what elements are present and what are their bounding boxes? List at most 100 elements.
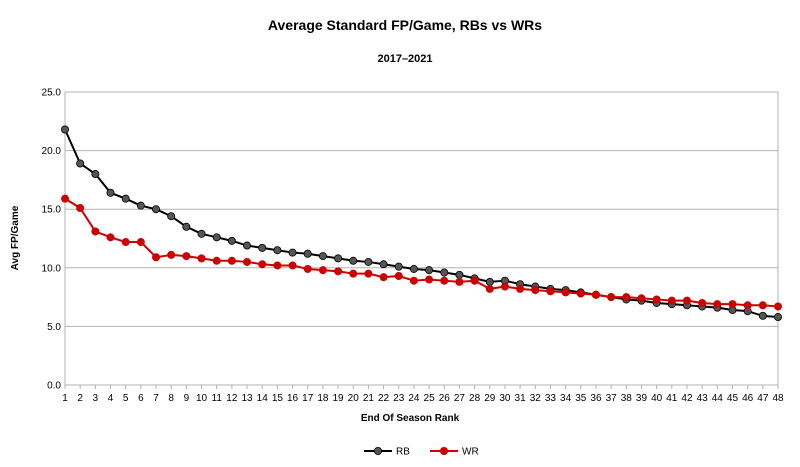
x-tick-label: 16 — [287, 393, 299, 404]
data-point-rb — [303, 249, 312, 258]
x-tick-label: 17 — [302, 393, 314, 404]
data-point-wr — [470, 276, 479, 285]
data-point-rb — [394, 262, 403, 271]
data-point-wr — [121, 238, 130, 247]
data-point-wr — [76, 204, 85, 213]
data-point-wr — [167, 250, 176, 259]
data-point-rb — [106, 188, 115, 197]
data-point-rb — [425, 266, 434, 275]
x-tick-label: 41 — [666, 393, 678, 404]
x-tick-label: 26 — [439, 393, 451, 404]
data-point-wr — [637, 294, 646, 303]
x-tick-label: 34 — [560, 393, 572, 404]
data-point-wr — [667, 296, 676, 305]
data-point-wr — [485, 284, 494, 293]
x-tick-label: 42 — [681, 393, 693, 404]
x-tick-label: 32 — [530, 393, 542, 404]
x-tick-label: 9 — [184, 393, 190, 404]
data-point-wr — [743, 301, 752, 310]
data-point-rb — [152, 205, 161, 214]
x-tick-label: 33 — [545, 393, 557, 404]
data-point-wr — [227, 256, 236, 265]
legend: RB WR — [364, 447, 479, 458]
x-tick-label: 19 — [333, 393, 345, 404]
x-tick-label: 2 — [77, 393, 83, 404]
x-tick-label: 44 — [712, 393, 724, 404]
x-tick-label: 10 — [196, 393, 208, 404]
legend-marker-rb — [373, 446, 382, 455]
x-tick-label: 46 — [742, 393, 754, 404]
data-point-wr — [136, 238, 145, 247]
data-point-wr — [531, 286, 540, 295]
x-tick-label: 22 — [378, 393, 390, 404]
x-tick-label: 11 — [212, 393, 223, 404]
x-tick-label: 3 — [93, 393, 99, 404]
data-point-rb — [91, 170, 100, 179]
data-point-wr — [425, 275, 434, 284]
data-point-wr — [607, 293, 616, 302]
data-point-rb — [227, 236, 236, 245]
data-point-wr — [152, 253, 161, 262]
x-tick-label: 4 — [108, 393, 114, 404]
data-point-rb — [212, 233, 221, 242]
data-point-rb — [136, 201, 145, 210]
x-tick-label: 30 — [499, 393, 511, 404]
x-tick-label: 35 — [575, 393, 587, 404]
data-point-rb — [485, 277, 494, 286]
x-tick-label: 6 — [138, 393, 144, 404]
x-tick-label: 47 — [757, 393, 769, 404]
data-point-wr — [349, 269, 358, 278]
data-point-wr — [516, 284, 525, 293]
data-point-wr — [243, 257, 252, 266]
data-point-rb — [349, 256, 358, 265]
data-point-wr — [364, 269, 373, 278]
data-point-rb — [243, 241, 252, 250]
data-point-rb — [288, 248, 297, 257]
data-point-rb — [121, 194, 130, 203]
data-point-wr — [288, 261, 297, 270]
data-point-rb — [455, 270, 464, 279]
data-point-rb — [76, 159, 85, 168]
y-tick-label: 0.0 — [47, 381, 61, 392]
data-point-wr — [409, 276, 418, 285]
data-point-wr — [591, 290, 600, 299]
x-tick-label: 40 — [651, 393, 663, 404]
x-axis-title: End Of Season Rank — [361, 413, 460, 424]
data-point-wr — [774, 302, 783, 311]
x-tick-label: 27 — [454, 393, 466, 404]
x-tick-label: 12 — [226, 393, 238, 404]
data-point-wr — [273, 261, 282, 270]
x-tick-label: 8 — [168, 393, 174, 404]
legend-label-wr: WR — [462, 447, 479, 458]
data-point-wr — [698, 298, 707, 307]
data-point-wr — [258, 260, 267, 269]
data-point-wr — [500, 282, 509, 291]
x-tick-label: 1 — [62, 393, 68, 404]
data-point-wr — [182, 252, 191, 261]
data-point-wr — [713, 300, 722, 309]
data-point-rb — [440, 268, 449, 277]
data-point-wr — [440, 276, 449, 285]
y-tick-label: 10.0 — [42, 263, 62, 274]
x-tick-label: 20 — [348, 393, 360, 404]
data-point-rb — [409, 264, 418, 273]
x-tick-label: 18 — [317, 393, 329, 404]
legend-label-rb: RB — [396, 447, 410, 458]
data-point-wr — [728, 300, 737, 309]
data-point-rb — [258, 243, 267, 252]
data-point-wr — [318, 266, 327, 275]
x-tick-label: 37 — [606, 393, 618, 404]
data-point-rb — [273, 246, 282, 255]
x-tick-label: 7 — [153, 393, 159, 404]
data-point-rb — [758, 311, 767, 320]
x-tick-label: 23 — [393, 393, 405, 404]
x-tick-label: 38 — [621, 393, 633, 404]
data-point-wr — [303, 264, 312, 273]
chart-subtitle: 2017–2021 — [377, 53, 432, 65]
data-point-rb — [197, 229, 206, 238]
data-point-wr — [197, 254, 206, 263]
plot-frame — [64, 91, 779, 386]
series-line-rb — [64, 129, 779, 319]
data-point-wr — [106, 233, 115, 242]
data-point-rb — [182, 222, 191, 231]
